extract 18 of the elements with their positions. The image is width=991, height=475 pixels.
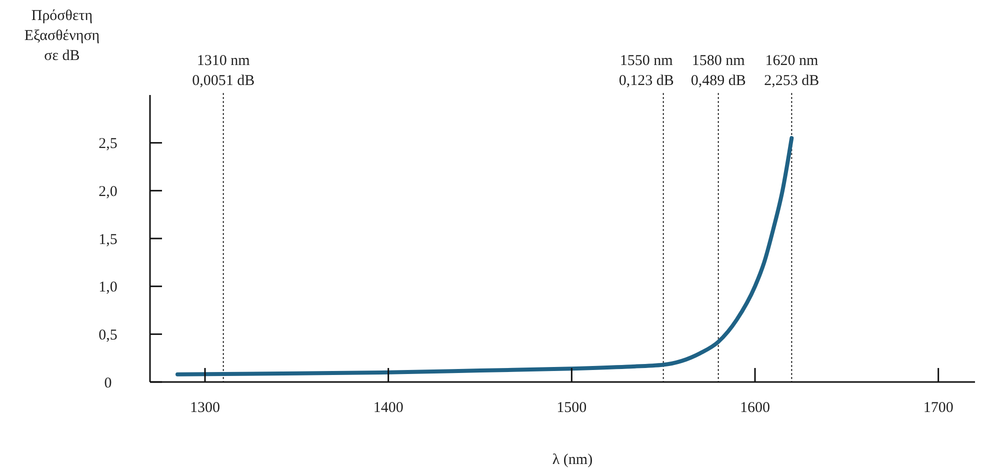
x-tick-label: 1400 bbox=[373, 400, 404, 416]
ref-line-label: 1550 nm 0,123 dB bbox=[618, 53, 674, 89]
y-tick-label: 1,5 bbox=[98, 232, 118, 248]
ref-line-label: 1620 nm 2,253 dB bbox=[764, 53, 820, 89]
x-axis-title: λ (nm) bbox=[552, 452, 593, 468]
y-tick-label: 2,5 bbox=[98, 136, 118, 152]
x-tick-label: 1300 bbox=[190, 400, 220, 416]
y-tick-label: 0 bbox=[104, 375, 112, 392]
y-tick-label: 2,0 bbox=[98, 184, 118, 200]
ref-line-label: 1580 nm 0,489 dB bbox=[690, 53, 746, 89]
x-tick-label: 1500 bbox=[556, 400, 587, 416]
x-tick-label: 1600 bbox=[740, 400, 770, 416]
y-tick-label: 1,0 bbox=[98, 280, 118, 296]
ref-line-label: 1310 nm 0,0051 dB bbox=[192, 53, 255, 89]
y-tick-label: 0,5 bbox=[98, 327, 118, 344]
line-series bbox=[176, 136, 794, 376]
x-tick-label: 1700 bbox=[923, 400, 954, 416]
y-axis-title: Πρόσθετη Εξασθένηση σε dB bbox=[24, 8, 100, 64]
